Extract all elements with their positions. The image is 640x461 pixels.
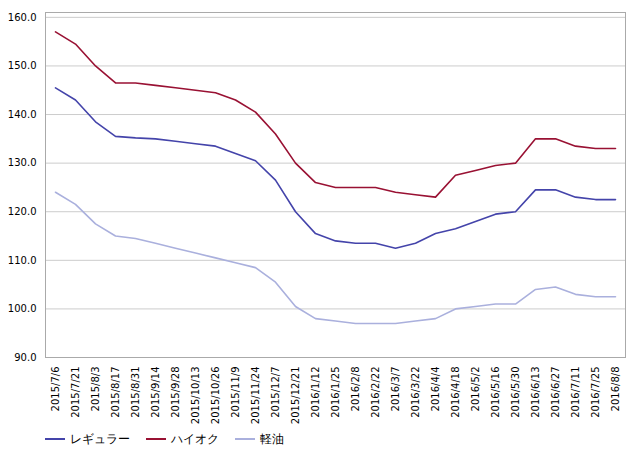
svg-text:2015/11/24: 2015/11/24 (250, 367, 261, 425)
svg-text:2016/4/4: 2016/4/4 (430, 367, 441, 412)
svg-text:2016/8/8: 2016/8/8 (610, 367, 621, 412)
svg-text:2016/3/22: 2016/3/22 (410, 367, 421, 418)
svg-text:120.0: 120.0 (8, 206, 37, 217)
svg-text:160.0: 160.0 (8, 12, 37, 23)
svg-text:2015/9/14: 2015/9/14 (150, 367, 161, 418)
svg-text:140.0: 140.0 (8, 109, 37, 120)
svg-text:2015/10/13: 2015/10/13 (190, 367, 201, 425)
svg-text:2016/6/13: 2016/6/13 (530, 367, 541, 418)
svg-text:110.0: 110.0 (8, 255, 37, 266)
svg-text:2016/5/16: 2016/5/16 (490, 367, 501, 418)
svg-text:2016/5/2: 2016/5/2 (470, 367, 481, 412)
svg-text:2015/8/3: 2015/8/3 (90, 367, 101, 412)
svg-text:2016/5/30: 2016/5/30 (510, 367, 521, 418)
svg-text:2016/7/25: 2016/7/25 (590, 367, 601, 418)
html-text:軽油: 軽油 (260, 431, 284, 446)
svg-text:2016/1/12: 2016/1/12 (310, 367, 321, 418)
svg-text:2015/9/28: 2015/9/28 (170, 367, 181, 418)
svg-text:2015/7/21: 2015/7/21 (70, 367, 81, 418)
svg-text:2015/10/26: 2015/10/26 (210, 367, 221, 425)
html-text:ハイオク: ハイオク (171, 431, 219, 446)
svg-text:2016/2/22: 2016/2/22 (370, 367, 381, 418)
svg-text:2015/12/7: 2015/12/7 (270, 367, 281, 418)
html-text:レギュラー: レギュラー (70, 431, 130, 446)
svg-text:2015/8/31: 2015/8/31 (130, 367, 141, 418)
svg-text:2015/11/9: 2015/11/9 (230, 367, 241, 418)
svg-text:2016/2/8: 2016/2/8 (350, 367, 361, 412)
svg-text:2015/8/17: 2015/8/17 (110, 367, 121, 418)
svg-text:100.0: 100.0 (8, 303, 37, 314)
svg-text:2015/7/6: 2015/7/6 (50, 367, 61, 412)
svg-text:150.0: 150.0 (8, 60, 37, 71)
svg-text:2016/6/27: 2016/6/27 (550, 367, 561, 418)
svg-text:2016/7/11: 2016/7/11 (570, 367, 581, 418)
svg-text:90.0: 90.0 (14, 352, 36, 363)
svg-text:2015/12/21: 2015/12/21 (290, 367, 301, 425)
svg-text:2016/1/25: 2016/1/25 (330, 367, 341, 418)
svg-text:2016/3/7: 2016/3/7 (390, 367, 401, 412)
svg-text:2016/4/18: 2016/4/18 (450, 367, 461, 418)
svg-text:130.0: 130.0 (8, 157, 37, 168)
